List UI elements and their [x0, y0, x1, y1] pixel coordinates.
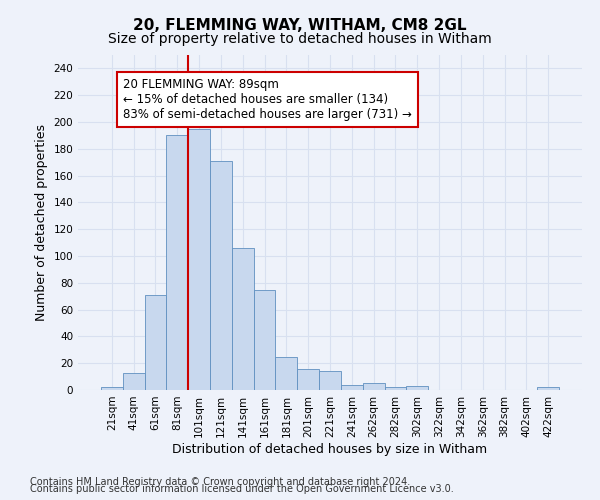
Bar [537, 388, 559, 390]
Bar [254, 290, 275, 390]
Bar [166, 136, 188, 390]
Bar [385, 388, 406, 390]
Bar [210, 161, 232, 390]
Bar [406, 386, 428, 390]
Bar [363, 384, 385, 390]
X-axis label: Distribution of detached houses by size in Witham: Distribution of detached houses by size … [172, 442, 488, 456]
Bar [145, 295, 166, 390]
Text: Size of property relative to detached houses in Witham: Size of property relative to detached ho… [108, 32, 492, 46]
Text: 20, FLEMMING WAY, WITHAM, CM8 2GL: 20, FLEMMING WAY, WITHAM, CM8 2GL [133, 18, 467, 32]
Bar [188, 128, 210, 390]
Bar [232, 248, 254, 390]
Bar [341, 384, 363, 390]
Bar [101, 388, 123, 390]
Text: Contains HM Land Registry data © Crown copyright and database right 2024.: Contains HM Land Registry data © Crown c… [30, 477, 410, 487]
Bar [123, 372, 145, 390]
Text: 20 FLEMMING WAY: 89sqm
← 15% of detached houses are smaller (134)
83% of semi-de: 20 FLEMMING WAY: 89sqm ← 15% of detached… [123, 78, 412, 121]
Text: Contains public sector information licensed under the Open Government Licence v3: Contains public sector information licen… [30, 484, 454, 494]
Y-axis label: Number of detached properties: Number of detached properties [35, 124, 48, 321]
Bar [297, 368, 319, 390]
Bar [319, 371, 341, 390]
Bar [275, 356, 297, 390]
